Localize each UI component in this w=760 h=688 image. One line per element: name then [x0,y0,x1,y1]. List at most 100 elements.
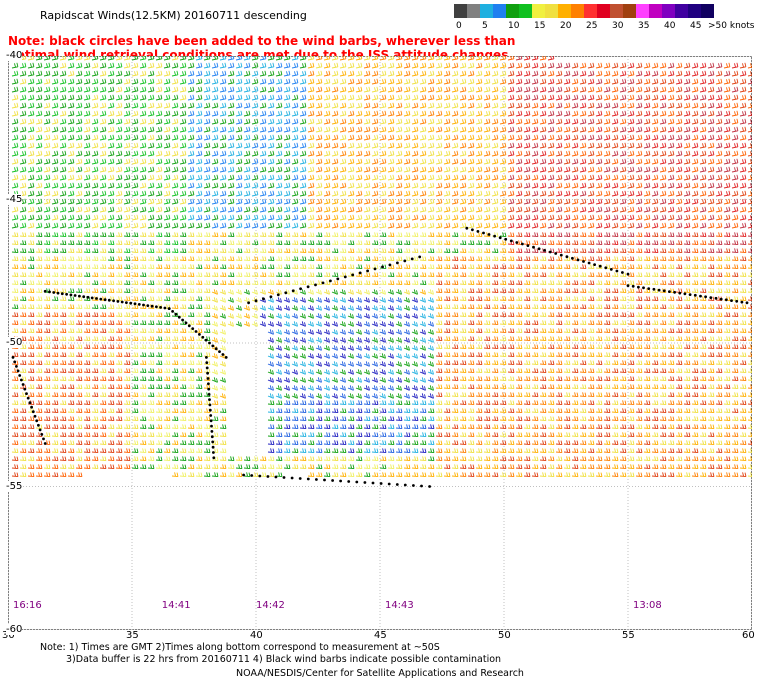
wind-barb [563,150,571,157]
wind-barb [451,118,459,125]
wind-barb [131,78,139,85]
contamination-dot [388,263,392,267]
contamination-dot [254,299,258,303]
wind-barb [371,182,379,189]
wind-barb [459,142,467,149]
wind-barb [83,86,91,93]
wind-barb [187,190,195,197]
wind-barb [307,110,315,117]
wind-barb [131,70,139,77]
wind-barb [723,190,731,197]
wind-barb [571,166,579,173]
wind-barb [99,78,107,85]
legend-swatch [454,4,467,18]
wind-barb [459,110,467,117]
wind-barb [291,86,299,93]
wind-barb [363,102,371,109]
wind-barb [603,166,611,173]
wind-barb [715,86,723,93]
wind-barb [459,62,467,69]
legend-swatch [662,4,675,18]
wind-barb [267,142,275,149]
contamination-dot [18,374,22,377]
wind-barb [611,102,619,109]
wind-barb [379,86,387,93]
wind-barb [291,166,299,173]
wind-barb [635,78,643,85]
wind-barb [683,158,691,165]
wind-barb [395,166,403,173]
wind-barb [315,142,323,149]
contamination-dot [129,301,133,305]
wind-barb [51,198,59,205]
contamination-dot [276,293,280,297]
wind-barb [75,150,83,157]
wind-barb [211,126,219,133]
contamination-dot [403,259,407,263]
wind-barb [667,110,675,117]
wind-barb [419,56,427,61]
wind-barb [147,56,155,61]
wind-barb [203,126,211,133]
wind-barb [723,94,731,101]
wind-barb [219,126,227,133]
wind-barb [211,134,219,141]
wind-barb [491,150,499,157]
contamination-dot [554,252,558,255]
wind-barb [147,118,155,125]
wind-barb [331,134,339,141]
wind-barb [147,62,155,69]
wind-barb [347,78,355,85]
wind-barb [179,126,187,133]
wind-barb [347,102,355,109]
wind-barb [635,102,643,109]
wind-barb [243,166,251,173]
wind-barb [195,142,203,149]
wind-barb [347,70,355,77]
wind-barb [723,62,731,69]
wind-barb [275,126,283,133]
wind-barb [539,158,547,165]
wind-barb [539,150,547,157]
wind-barb [523,110,531,117]
wind-barb [363,174,371,181]
wind-barb [91,134,99,141]
wind-barb [515,166,523,173]
wind-barb [723,110,731,117]
wind-barb [411,126,419,133]
wind-barb [227,62,235,69]
wind-barb [747,95,752,101]
wind-barb [403,70,411,77]
wind-barb [387,150,395,157]
wind-barb [19,110,27,117]
wind-barb [323,174,331,181]
wind-barb [675,174,683,181]
wind-barb [539,174,547,181]
wind-barb [35,56,43,61]
wind-barb [235,56,243,61]
wind-barb [139,102,147,109]
wind-barb [371,56,379,61]
wind-barb [419,150,427,157]
wind-barb [219,110,227,117]
wind-barb [531,166,539,173]
wind-barb [563,126,571,133]
wind-barb [171,126,179,133]
legend-label: 30 [612,21,624,31]
wind-barb [107,174,115,181]
wind-barb [51,62,59,69]
wind-barb [187,62,195,69]
contamination-dot [167,307,171,310]
wind-barb [667,142,675,149]
wind-barb [75,70,83,77]
wind-barb [139,94,147,101]
wind-barb [603,174,611,181]
wind-barb [339,150,347,157]
wind-barb [43,150,51,157]
wind-barb [323,94,331,101]
wind-barb [83,166,91,173]
wind-barb [419,110,427,117]
wind-barb [595,142,603,149]
wind-barb [59,190,67,197]
contamination-dot [418,255,422,259]
